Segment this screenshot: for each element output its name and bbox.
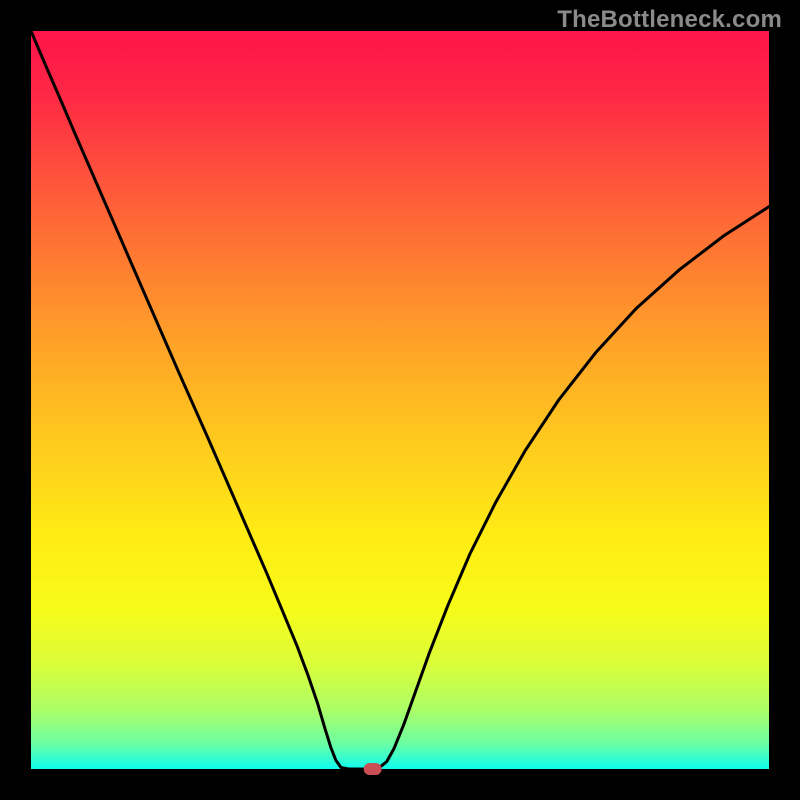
bottleneck-chart xyxy=(0,0,800,800)
chart-container: TheBottleneck.com xyxy=(0,0,800,800)
optimal-marker xyxy=(364,763,382,775)
watermark-text: TheBottleneck.com xyxy=(557,6,782,34)
plot-background xyxy=(31,31,769,769)
